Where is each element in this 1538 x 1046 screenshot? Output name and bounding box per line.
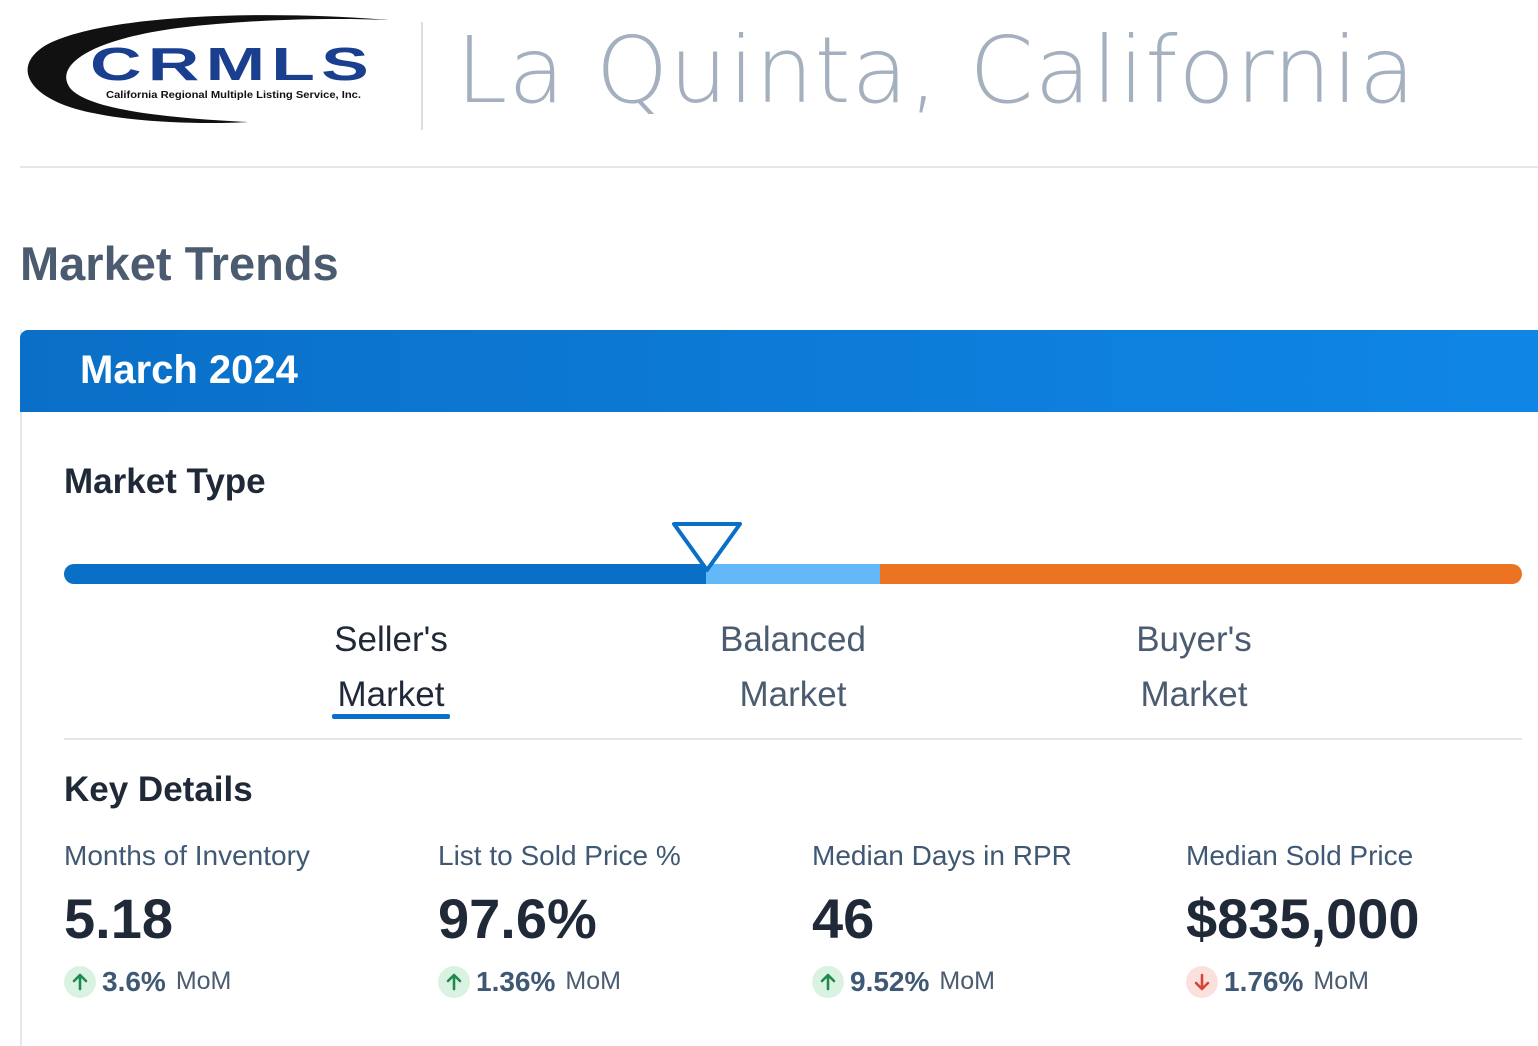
- arrow-up-icon: [64, 965, 96, 998]
- metric-label: List to Sold Price %: [438, 840, 681, 871]
- metric-change: 1.76% MoM: [1186, 965, 1538, 998]
- change-percent: 1.36%: [476, 965, 556, 997]
- arrow-up-icon: [438, 965, 470, 998]
- metric-months-of-inventory: Months of Inventory 5.18 3.6% MoM: [64, 840, 424, 998]
- scale-segment-buyer: [880, 564, 1522, 584]
- metric-change: 3.6% MoM: [64, 965, 424, 998]
- metric-value: 97.6%: [438, 887, 597, 950]
- section-divider: [64, 738, 1522, 740]
- crmls-logo[interactable]: CRMLS California Regional Multiple Listi…: [18, 14, 392, 126]
- market-type-scale: [64, 564, 1522, 584]
- change-percent: 3.6%: [102, 965, 166, 997]
- logo-wordmark: CRMLS: [90, 38, 375, 90]
- metric-median-days-in-rpr: Median Days in RPR 46 9.52% MoM: [812, 840, 1172, 998]
- change-unit: MoM: [1313, 967, 1369, 996]
- market-trends-heading: Market Trends: [20, 237, 339, 290]
- metric-change: 9.52% MoM: [812, 965, 1172, 998]
- market-label-balanced[interactable]: Balanced Market: [698, 612, 888, 722]
- metric-value: 5.18: [64, 887, 173, 950]
- market-label-buyer[interactable]: Buyer's Market: [1114, 612, 1274, 722]
- market-trends-card: March 2024 Market Type Seller's Market B…: [20, 330, 1538, 1046]
- metric-label: Median Sold Price: [1186, 840, 1414, 871]
- change-unit: MoM: [939, 967, 995, 996]
- change-unit: MoM: [175, 967, 232, 996]
- metric-label: Median Days in RPR: [812, 840, 1072, 871]
- period-title: March 2024: [80, 348, 298, 392]
- market-type-heading: Market Type: [64, 462, 266, 501]
- market-label-balanced-line1: Balanced: [720, 620, 866, 659]
- market-label-buyer-line1: Buyer's: [1136, 620, 1252, 659]
- logo-subtitle: California Regional Multiple Listing Ser…: [106, 90, 361, 101]
- page-header: CRMLS California Regional Multiple Listi…: [0, 0, 1538, 168]
- market-label-balanced-line2: Market: [739, 675, 847, 714]
- key-details-heading: Key Details: [64, 770, 253, 809]
- header-rule: [20, 166, 1538, 168]
- change-percent: 1.76%: [1224, 965, 1304, 997]
- change-unit: MoM: [565, 967, 621, 996]
- selected-underline: [332, 714, 450, 719]
- metric-list-to-sold-price: List to Sold Price % 97.6% 1.36% MoM: [438, 840, 798, 998]
- arrow-up-icon: [812, 965, 844, 998]
- triangle-marker-icon: [672, 522, 742, 572]
- card-header: March 2024: [20, 330, 1538, 412]
- header-divider: [421, 22, 423, 130]
- metric-change: 1.36% MoM: [438, 965, 798, 998]
- market-label-seller-line2: Market: [337, 675, 445, 714]
- scale-segment-balanced: [706, 564, 880, 584]
- market-label-buyer-line2: Market: [1140, 675, 1248, 714]
- arrow-down-icon: [1186, 965, 1218, 998]
- scale-segment-seller: [64, 564, 706, 584]
- market-label-seller[interactable]: Seller's Market: [322, 612, 460, 722]
- metric-median-sold-price: Median Sold Price $835,000 1.76% MoM: [1186, 840, 1538, 998]
- metric-value: $835,000: [1186, 887, 1420, 950]
- metric-label: Months of Inventory: [64, 840, 310, 871]
- change-percent: 9.52%: [850, 965, 930, 997]
- metric-value: 46: [812, 887, 875, 950]
- city-title: La Quinta, California: [456, 17, 1417, 124]
- market-label-seller-line1: Seller's: [334, 620, 448, 659]
